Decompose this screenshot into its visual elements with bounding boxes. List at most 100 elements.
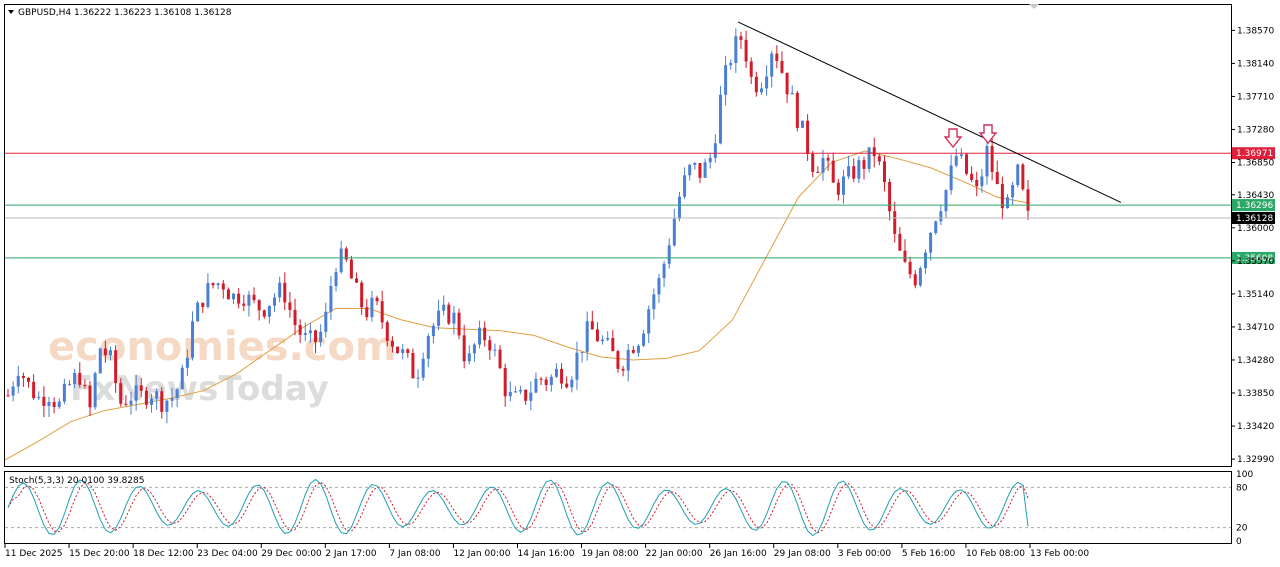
- candle: [847, 155, 851, 180]
- symbol-info: GBPUSD,H4 1.36222 1.36223 1.36108 1.3612…: [18, 8, 232, 18]
- candle: [508, 381, 512, 402]
- level-label-box: [1232, 211, 1275, 224]
- price-tick-label: 1.37710: [1237, 92, 1274, 102]
- candle: [759, 82, 763, 96]
- candle: [206, 273, 210, 309]
- candle: [775, 45, 779, 69]
- candle: [995, 160, 999, 185]
- level-label: 1.35608: [1236, 254, 1273, 264]
- candle: [729, 59, 733, 70]
- time-tick-label: 12 Jan 00:00: [453, 549, 510, 559]
- candle: [800, 120, 804, 129]
- candle: [437, 299, 441, 331]
- level-label-box: [1232, 147, 1275, 160]
- candle: [616, 349, 620, 373]
- candle: [929, 231, 933, 261]
- candle: [483, 321, 487, 347]
- price-tick-label: 1.34710: [1237, 323, 1274, 333]
- price-tick-label: 1.36850: [1237, 159, 1274, 169]
- candle: [647, 305, 651, 343]
- price-tick-label: 1.35570: [1237, 257, 1274, 267]
- candle: [211, 282, 215, 289]
- candle: [278, 276, 282, 303]
- candle: [662, 260, 666, 287]
- chart-shift-marker-icon: [1029, 4, 1039, 9]
- candle: [329, 275, 333, 321]
- candle: [923, 249, 927, 274]
- candle: [401, 344, 405, 360]
- candle: [841, 169, 845, 204]
- stoch-scale-label: 20: [1236, 524, 1248, 534]
- candle: [426, 333, 430, 368]
- candle: [308, 323, 312, 343]
- candle: [893, 201, 897, 243]
- candle: [872, 137, 876, 168]
- candle: [283, 272, 287, 311]
- candle: [57, 398, 61, 409]
- price-tick-label: 1.38570: [1237, 26, 1274, 36]
- candle: [939, 204, 943, 226]
- time-tick-label: 29 Dec 00:00: [261, 549, 322, 559]
- candle: [503, 363, 507, 407]
- price-tick-label: 1.36000: [1237, 224, 1274, 234]
- candle: [478, 320, 482, 349]
- stoch-panel-frame: [4, 471, 1232, 544]
- candle: [324, 302, 328, 338]
- candle: [560, 363, 564, 389]
- candle: [677, 191, 681, 222]
- candle: [365, 298, 369, 321]
- candle: [380, 290, 384, 329]
- candle: [816, 166, 820, 174]
- candle: [780, 51, 784, 74]
- candle: [949, 154, 953, 195]
- candle: [314, 329, 318, 354]
- candle: [529, 381, 533, 411]
- time-tick-label: 2 Jan 17:00: [325, 549, 377, 559]
- candle: [1016, 163, 1020, 188]
- candle: [452, 305, 456, 335]
- price-tick-label: 1.36430: [1237, 191, 1274, 201]
- candle: [683, 167, 687, 200]
- candle: [21, 372, 25, 387]
- candle: [698, 163, 702, 183]
- candle: [196, 300, 200, 322]
- candle: [652, 288, 656, 320]
- candle: [975, 171, 979, 197]
- candle: [93, 371, 97, 410]
- candle: [1000, 176, 1004, 220]
- candle: [534, 372, 538, 394]
- trendline[interactable]: [737, 21, 1122, 203]
- candle: [221, 279, 225, 299]
- level-label: 1.36296: [1236, 201, 1273, 211]
- candle: [385, 320, 389, 347]
- candle: [257, 299, 261, 321]
- candle: [852, 158, 856, 183]
- price-tick-label: 1.33850: [1237, 389, 1274, 399]
- candle: [191, 311, 195, 361]
- candle: [519, 385, 523, 395]
- candle: [672, 208, 676, 247]
- candle: [103, 340, 107, 363]
- candle: [821, 149, 825, 181]
- candle: [442, 295, 446, 316]
- candle: [606, 331, 610, 342]
- candle: [990, 135, 994, 181]
- stoch-signal-line: [7, 481, 1029, 534]
- candle: [175, 387, 179, 408]
- candle: [216, 282, 220, 290]
- time-tick-label: 3 Feb 00:00: [838, 549, 892, 559]
- candle: [636, 344, 640, 357]
- candle: [421, 352, 425, 381]
- candle: [877, 153, 881, 166]
- candle: [770, 50, 774, 88]
- candle: [734, 28, 738, 73]
- symbol-dropdown-icon[interactable]: [8, 10, 14, 14]
- candle: [718, 85, 722, 145]
- candle: [575, 341, 579, 390]
- time-tick-label: 10 Feb 08:00: [966, 549, 1025, 559]
- candle: [52, 397, 56, 414]
- candle: [232, 292, 236, 304]
- candle: [1021, 163, 1025, 191]
- candle: [293, 298, 297, 336]
